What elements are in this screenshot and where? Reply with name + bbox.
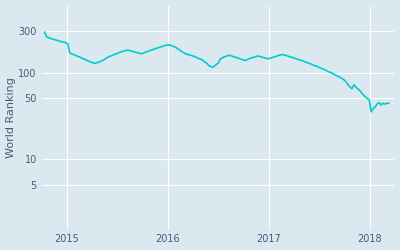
Y-axis label: World Ranking: World Ranking [6, 77, 16, 158]
